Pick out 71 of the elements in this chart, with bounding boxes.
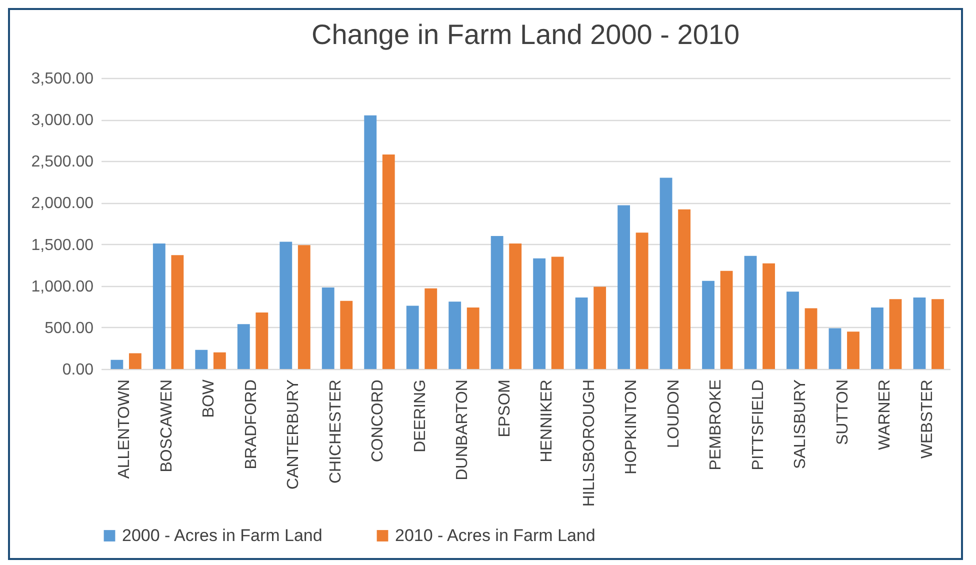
bar bbox=[594, 286, 606, 369]
x-tick-label: WEBSTER bbox=[918, 380, 936, 459]
x-tick-label: WARNER bbox=[876, 380, 894, 450]
bar bbox=[382, 154, 395, 369]
bar bbox=[340, 300, 353, 369]
bar bbox=[322, 288, 334, 369]
bar bbox=[618, 205, 630, 369]
x-tick-label: BOW bbox=[200, 378, 218, 418]
bar bbox=[551, 256, 564, 369]
x-tick-label: SALISBURY bbox=[792, 379, 810, 470]
bar bbox=[871, 307, 884, 369]
bar bbox=[280, 242, 292, 369]
bar bbox=[786, 292, 799, 369]
x-tick-label: BRADFORD bbox=[242, 380, 260, 470]
bar bbox=[678, 209, 691, 369]
y-tick-label: 2,000.00 bbox=[31, 195, 94, 212]
bar bbox=[932, 299, 944, 369]
bar bbox=[448, 302, 462, 369]
legend-label: 2010 - Acres in Farm Land bbox=[395, 526, 596, 545]
y-tick-label: 500.00 bbox=[44, 320, 94, 337]
bar bbox=[913, 297, 926, 369]
bar bbox=[171, 255, 184, 369]
x-tick-label: CANTERBURY bbox=[285, 379, 302, 490]
bar bbox=[533, 258, 546, 369]
bar bbox=[256, 312, 268, 369]
bar bbox=[364, 115, 377, 369]
legend-label: 2000 - Acres in Farm Land bbox=[122, 526, 322, 545]
bar bbox=[128, 353, 142, 369]
x-tick-label: CONCORD bbox=[370, 380, 387, 462]
bar bbox=[466, 307, 480, 369]
bar bbox=[804, 308, 818, 369]
bar bbox=[720, 270, 733, 369]
bar bbox=[424, 288, 438, 369]
bar bbox=[847, 332, 860, 369]
y-tick-label: 3,500.00 bbox=[31, 70, 94, 88]
bar bbox=[636, 232, 648, 369]
bar bbox=[406, 306, 419, 369]
bar bbox=[744, 256, 757, 369]
x-tick-label: HENNIKER bbox=[538, 380, 556, 462]
y-tick-label: 1,500.00 bbox=[31, 236, 94, 254]
bar bbox=[762, 263, 775, 369]
bar bbox=[889, 299, 902, 369]
y-tick-label: 3,000.00 bbox=[31, 112, 94, 130]
y-tick-label: 0.00 bbox=[62, 362, 94, 378]
bar bbox=[213, 352, 226, 369]
chart-title: Change in Farm Land 2000 - 2010 bbox=[311, 19, 740, 50]
x-tick-label: SUTTON bbox=[834, 380, 852, 445]
x-tick-label: PEMBROKE bbox=[708, 380, 725, 470]
bar bbox=[828, 328, 842, 369]
bar bbox=[152, 243, 166, 369]
bar bbox=[298, 245, 310, 369]
bar bbox=[195, 350, 208, 369]
x-tick-label: LOUDON bbox=[665, 380, 682, 448]
x-tick-label: CHICHESTER bbox=[327, 380, 344, 484]
bar bbox=[237, 324, 250, 369]
bar bbox=[575, 297, 588, 369]
bar bbox=[110, 360, 124, 369]
bar bbox=[509, 243, 522, 369]
x-tick-label: EPSOM bbox=[496, 380, 514, 438]
bar bbox=[490, 236, 504, 369]
x-tick-label: BOSCAWEN bbox=[158, 380, 176, 472]
x-tick-label: DEERING bbox=[412, 380, 429, 452]
bar bbox=[660, 178, 672, 369]
y-tick-label: 2,500.00 bbox=[31, 154, 94, 171]
x-tick-label: HILLSBOROUGH bbox=[580, 380, 598, 507]
y-tick-label: 1,000.00 bbox=[31, 278, 94, 296]
bar bbox=[702, 280, 714, 369]
x-tick-label: ALLENTOWN bbox=[116, 380, 134, 479]
x-tick-label: HOPKINTON bbox=[623, 380, 640, 474]
x-tick-label: PITTSFIELD bbox=[750, 380, 767, 470]
x-tick-label: DUNBARTON bbox=[454, 380, 472, 480]
